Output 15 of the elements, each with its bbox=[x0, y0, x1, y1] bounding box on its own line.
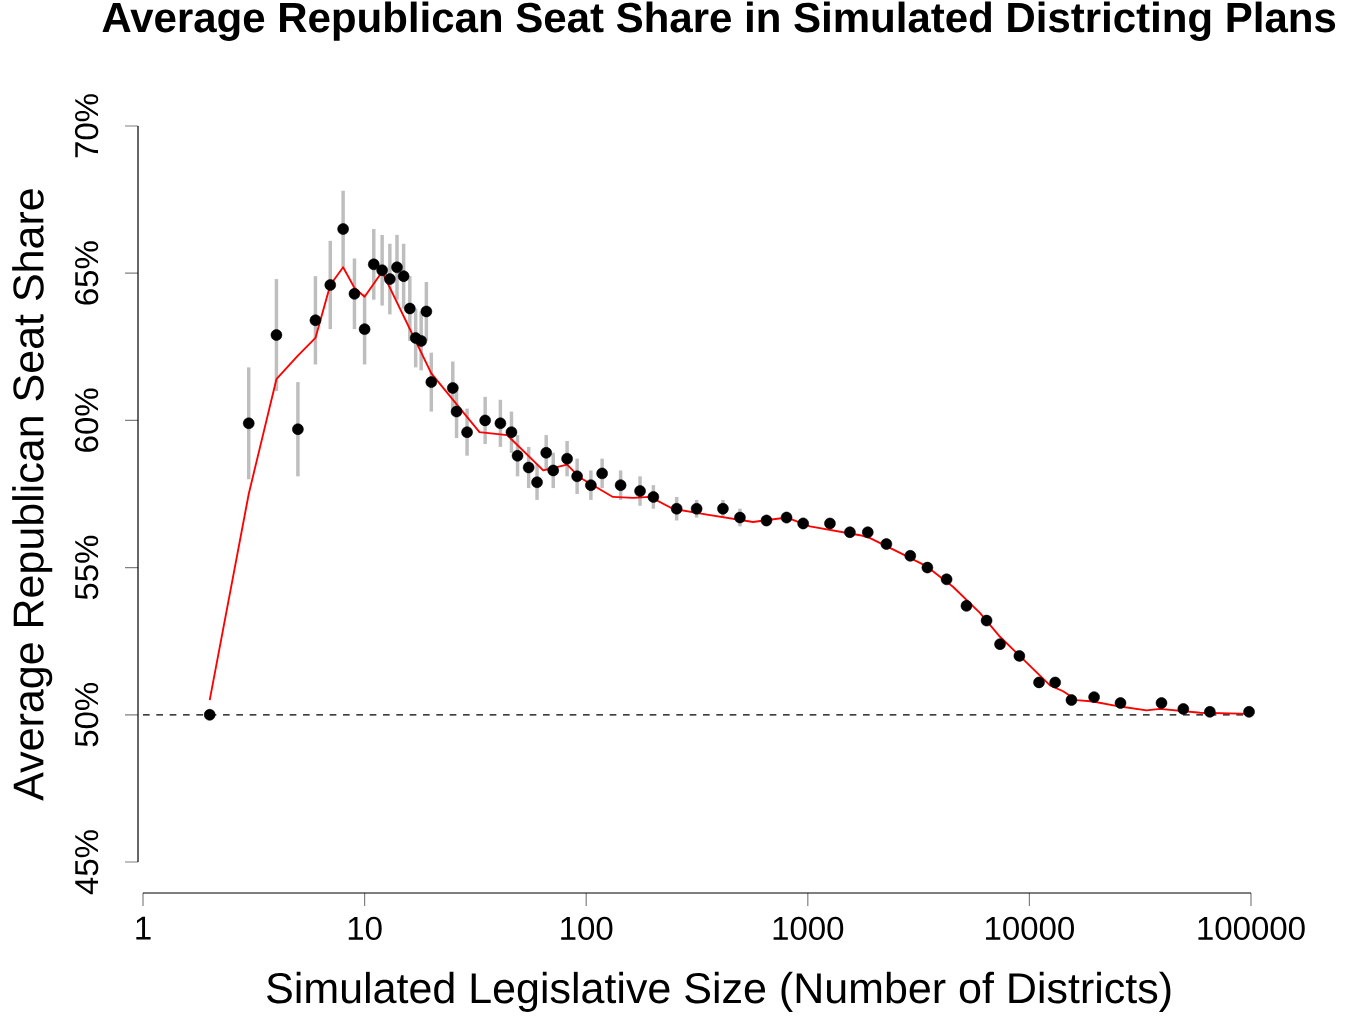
y-tick-label: 45% bbox=[75, 830, 99, 895]
y-tick-label: 55% bbox=[75, 535, 99, 600]
x-tick-label: 100 bbox=[561, 916, 613, 941]
x-axis-title: Simulated Legislative Size (Number of Districts) bbox=[267, 971, 1171, 1012]
y-axis-title: Average Republican Seat Share bbox=[12, 189, 53, 801]
x-tick-label: 10 bbox=[348, 916, 382, 941]
y-tick-label: 50% bbox=[74, 682, 99, 747]
y-tick-label: 60% bbox=[74, 388, 99, 452]
x-tick-label: 10000 bbox=[986, 916, 1074, 941]
y-tick-label: 70% bbox=[74, 94, 99, 158]
x-tick-label: 1000 bbox=[773, 916, 844, 941]
y-tick-label: 65% bbox=[74, 241, 99, 305]
chart-title: Average Republican Seat Share in Simulated Districting Plans bbox=[102, 1, 1336, 41]
x-tick-label: 100000 bbox=[1198, 916, 1305, 941]
x-tick-label: 1 bbox=[136, 916, 151, 940]
